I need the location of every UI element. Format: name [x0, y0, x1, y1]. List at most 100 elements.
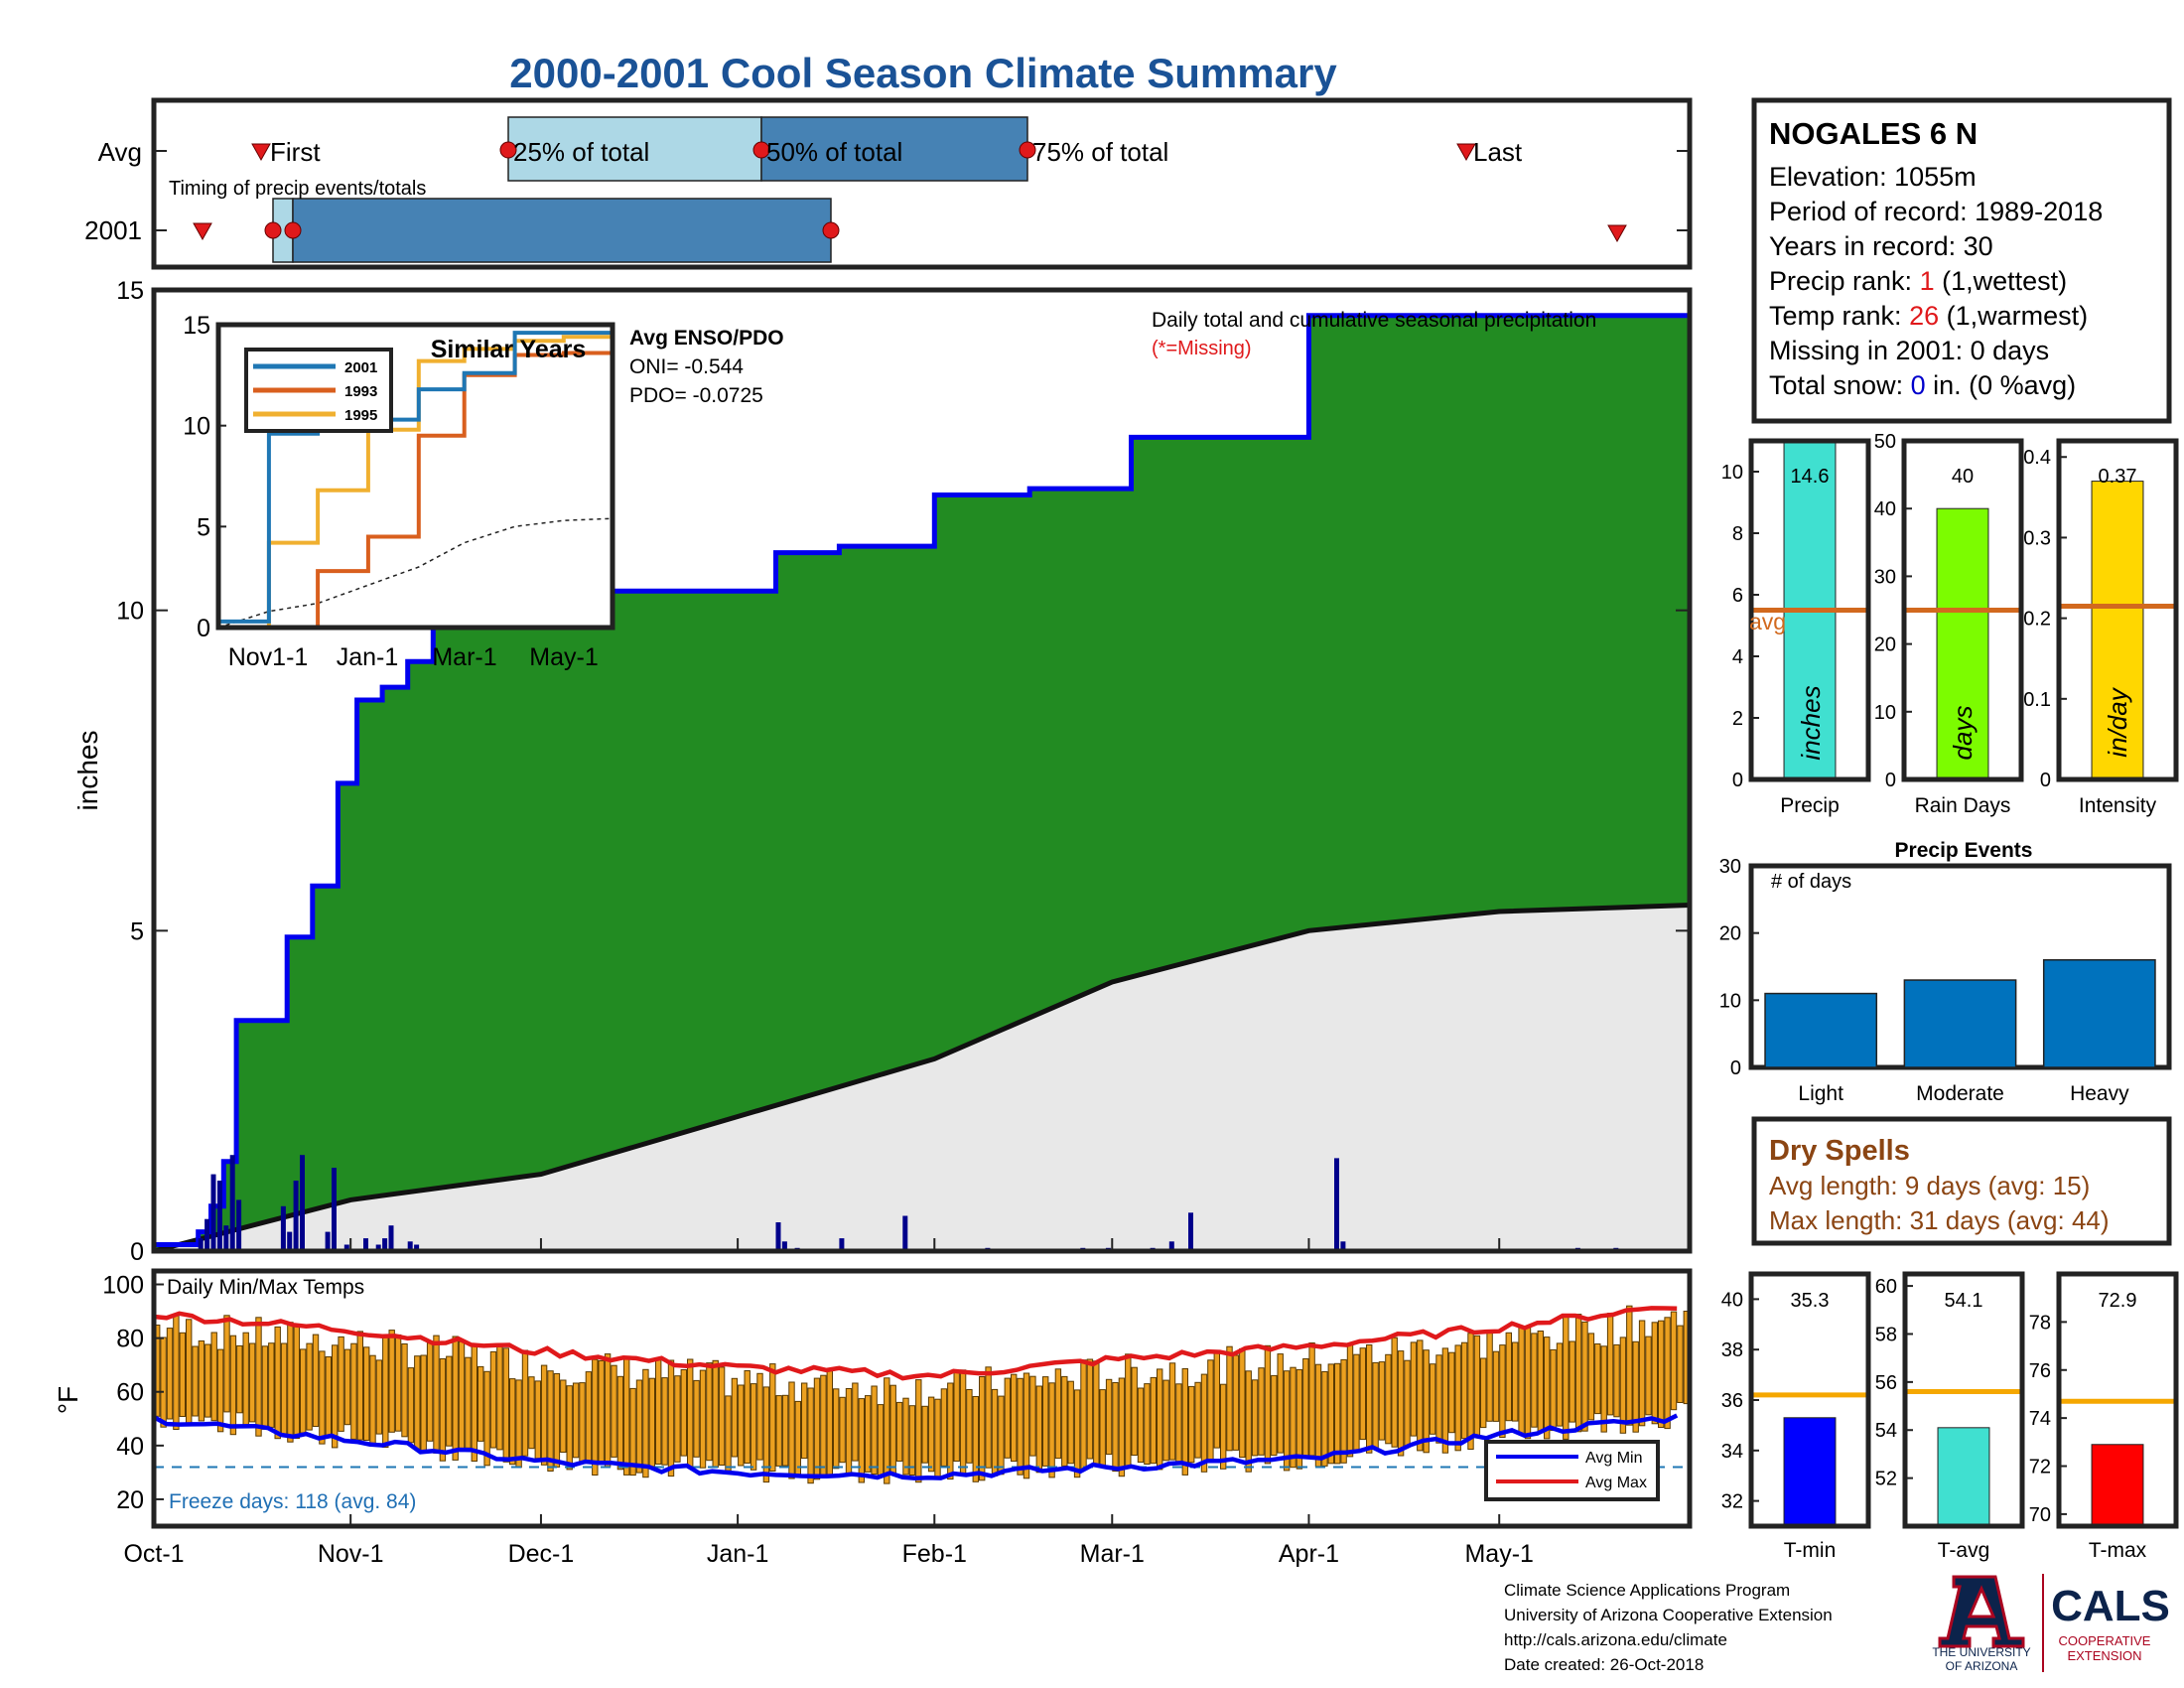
- daily-temp-bar: [940, 1388, 948, 1467]
- tbar-y-tick-label: 56: [1875, 1372, 1897, 1394]
- daily-temp-bar: [236, 1344, 243, 1414]
- tbar-y-tick-label: 36: [1721, 1390, 1743, 1412]
- ua-name-2: OF ARIZONA: [1946, 1659, 2018, 1673]
- mini-y-tick-label: 0: [2040, 770, 2051, 791]
- timing-row-avg-label: Avg: [98, 137, 142, 167]
- temp-data-layer: [152, 1305, 1690, 1484]
- daily-precip-bar: [229, 1155, 235, 1251]
- inset-y-tick-label: 10: [183, 413, 210, 441]
- daily-temp-bar: [781, 1394, 789, 1467]
- daily-temp-bar: [1467, 1333, 1474, 1450]
- daily-temp-bar: [1105, 1378, 1113, 1456]
- daily-temp-bar: [750, 1383, 757, 1471]
- tbar-panel-frame: [2056, 1271, 2179, 1529]
- daily-temp-bar: [287, 1322, 294, 1443]
- inset-average-line: [217, 517, 614, 629]
- daily-temp-bar: [439, 1358, 447, 1462]
- daily-temp-bar: [1271, 1374, 1278, 1457]
- avg-25-50-box: [507, 116, 762, 182]
- daily-temp-bar: [1334, 1362, 1341, 1465]
- mini-y-tick-label: 50: [1874, 431, 1896, 453]
- daily-temp-bar: [1080, 1359, 1087, 1470]
- inset-frame: [215, 322, 615, 631]
- daily-temp-bar: [680, 1369, 687, 1457]
- daily-temp-bar: [300, 1348, 307, 1434]
- daily-temp-bar: [534, 1380, 541, 1460]
- daily-temp-bar: [458, 1340, 466, 1452]
- total-snow: Total snow: 0 in. (0 %avg): [1769, 370, 2076, 400]
- daily-temp-bar: [579, 1382, 586, 1465]
- daily-temp-bar: [1157, 1368, 1163, 1471]
- temp-plot-frame: [151, 1268, 1693, 1529]
- date-tick-label: Dec-1: [508, 1540, 575, 1568]
- avg-first-label: First: [270, 137, 321, 167]
- avg-max-temp-line: [153, 1306, 1678, 1381]
- daily-temp-bar: [1594, 1343, 1601, 1415]
- temperature-summary-bars: 32 34 36 38 40 52 54 56 58 60 70 72 74 76 78: [1721, 1271, 2179, 1529]
- daily-temp-bar: [611, 1364, 617, 1458]
- daily-temp-bar: [509, 1378, 516, 1466]
- daily-temp-bar: [343, 1348, 351, 1426]
- figure-title: 2000-2001 Cool Season Climate Summary: [509, 50, 1337, 96]
- tbar-y-tick-label: 40: [1721, 1289, 1743, 1311]
- main-data-layer: [153, 313, 1691, 1254]
- daily-temp-bar: [1492, 1350, 1500, 1422]
- tbar-y-tick-label: 54: [1875, 1420, 1897, 1442]
- daily-temp-bar: [338, 1336, 344, 1432]
- daily-temp-bar: [407, 1367, 415, 1444]
- tbar-y-tick-label: 72: [2029, 1457, 2051, 1478]
- daily-temp-bar: [325, 1356, 333, 1437]
- tbar-value-bar: [1937, 1427, 1990, 1527]
- daily-precip-bar: [375, 1244, 381, 1251]
- daily-temp-bar: [1435, 1354, 1442, 1444]
- mini-y-tick-label: 30: [1874, 566, 1896, 588]
- mini-precip-avg-label: avg: [1749, 609, 1786, 634]
- daily-temp-bar: [1499, 1344, 1506, 1439]
- daily-temp-bar: [1226, 1345, 1233, 1452]
- y2001-last-marker: [1607, 224, 1627, 243]
- daily-temp-bar: [1321, 1371, 1328, 1467]
- daily-temp-bar: [813, 1377, 821, 1480]
- daily-temp-bar: [1200, 1373, 1208, 1473]
- daily-temp-bar: [465, 1356, 472, 1449]
- daily-temp-bar: [528, 1376, 535, 1450]
- precip-rank: Precip rank: 1 (1,wettest): [1769, 266, 2067, 296]
- main-plot-frame: [151, 287, 1693, 1254]
- events-y-tick-label: 20: [1719, 923, 1741, 945]
- daily-temp-bar: [1168, 1362, 1176, 1461]
- daily-temp-bar: [762, 1386, 770, 1483]
- daily-temp-bar: [921, 1405, 928, 1464]
- temp-rank-label: Temp rank:: [1769, 301, 1909, 331]
- avg-50-marker: [752, 141, 770, 159]
- avg-50-75-box: [760, 116, 1028, 182]
- daily-temp-bar: [1067, 1380, 1074, 1465]
- station-years: Years in record: 30: [1769, 231, 1993, 261]
- daily-temp-bar: [1645, 1336, 1652, 1416]
- daily-temp-bar: [718, 1366, 726, 1467]
- inset-y-tick-label: 0: [197, 615, 210, 642]
- tbar-avg-value: 54.1: [1945, 1290, 1983, 1312]
- coop-text-2: EXTENSION: [2067, 1648, 2141, 1663]
- daily-temp-bar: [1162, 1379, 1169, 1462]
- inset-x-tick-label: Nov1-1: [228, 643, 309, 671]
- mini-value-bar: [2091, 481, 2144, 780]
- footer: Climate Science Applications Program Uni…: [1504, 1574, 2170, 1674]
- precip-rank-note: (1,wettest): [1935, 266, 2068, 296]
- tbar-y-tick-label: 34: [1721, 1441, 1743, 1463]
- temp-legend-box: [1484, 1440, 1660, 1501]
- events-y-tick-label: 10: [1719, 990, 1741, 1012]
- inset-x-tick-label: Mar-1: [432, 643, 496, 671]
- daily-temp-bar: [1638, 1320, 1646, 1427]
- coop-text-1: COOPERATIVE: [2059, 1633, 2151, 1648]
- daily-temp-bar: [744, 1370, 751, 1464]
- daily-temp-bar: [1372, 1361, 1379, 1451]
- tbar-max-value: 72.9: [2099, 1290, 2137, 1312]
- ua-name-1: THE UNIVERSITY: [1932, 1645, 2030, 1659]
- timing-panel: Avg 2001 First 25% of total 50% of total…: [84, 97, 1693, 270]
- temp-legend: Avg Min Avg Max: [1484, 1440, 1660, 1501]
- dry-spells-box: Dry Spells Avg length: 9 days (avg: 15) …: [1751, 1116, 2172, 1246]
- daily-temp-bar: [985, 1366, 992, 1469]
- daily-precip-bar: [205, 1218, 210, 1251]
- daily-temp-bar: [223, 1315, 230, 1413]
- daily-temp-bar: [306, 1342, 313, 1431]
